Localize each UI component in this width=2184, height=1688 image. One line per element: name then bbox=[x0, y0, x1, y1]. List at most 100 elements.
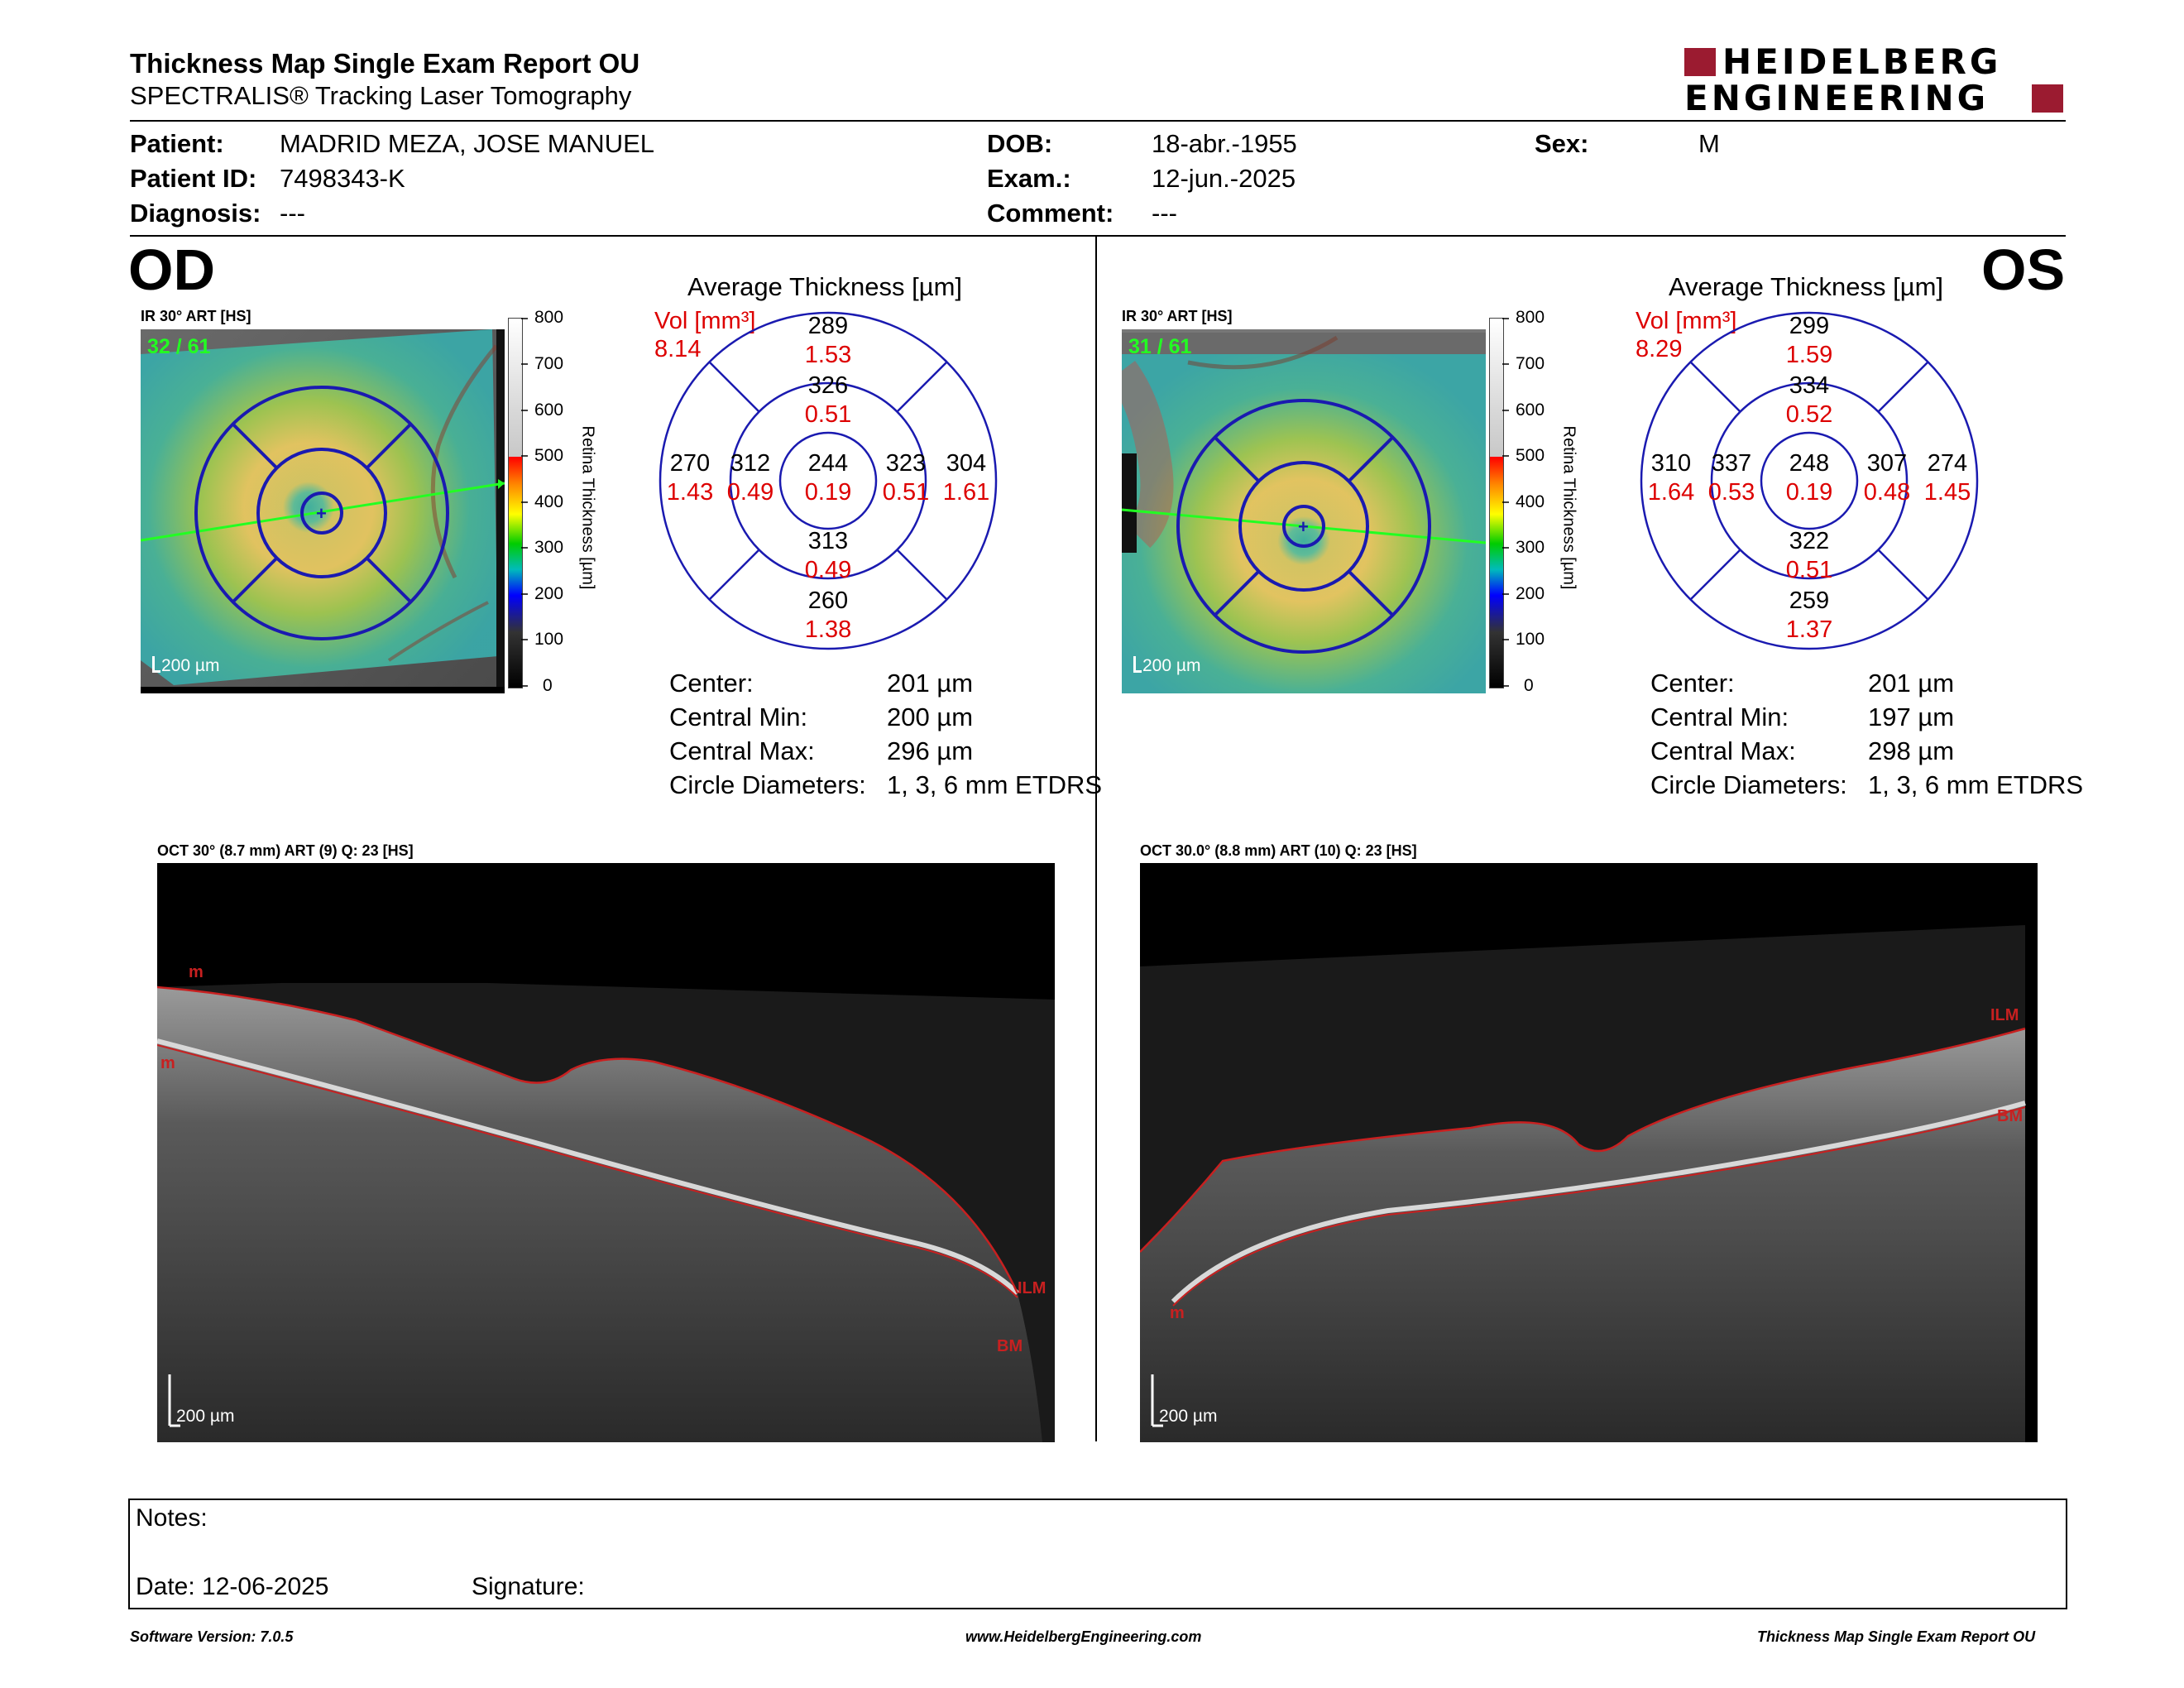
software-version: Software Version: 7.0.5 bbox=[130, 1628, 294, 1645]
od-color-scale bbox=[508, 318, 523, 688]
sex-value: M bbox=[1698, 129, 1720, 158]
os-inner-right-thickness: 307 bbox=[1866, 450, 1908, 477]
od-outer-sup-volume: 1.53 bbox=[804, 342, 852, 368]
od-tick-200: 200 bbox=[534, 584, 564, 603]
os-color-scale bbox=[1489, 318, 1504, 688]
od-avg-title: Average Thickness [µm] bbox=[687, 272, 963, 301]
od-inner-left-volume: 0.49 bbox=[726, 479, 774, 506]
od-inner-sup-volume: 0.51 bbox=[804, 401, 852, 428]
report-title: Thickness Map Single Exam Report OU bbox=[130, 48, 640, 79]
od-min-value: 200 µm bbox=[887, 703, 974, 731]
os-tick-0: 0 bbox=[1524, 676, 1534, 695]
exam-value: 12-jun.-2025 bbox=[1152, 164, 1296, 193]
signature-label: Signature: bbox=[472, 1573, 585, 1600]
report-subtitle: SPECTRALIS® Tracking Laser Tomography bbox=[130, 81, 632, 110]
os-ir-label: IR 30° ART [HS] bbox=[1122, 308, 1233, 324]
od-scale-bar bbox=[152, 656, 155, 673]
os-min-value: 197 µm bbox=[1868, 703, 1955, 731]
os-frame-count: 31 / 61 bbox=[1128, 335, 1192, 358]
od-center-label: Center: bbox=[669, 669, 754, 698]
od-etdrs-values: 289 1.53 326 0.51 244 0.19 313 0.49 260 … bbox=[659, 311, 998, 650]
od-inner-inf-volume: 0.49 bbox=[804, 557, 852, 583]
diagnosis-label: Diagnosis: bbox=[130, 199, 261, 228]
os-inner-inf-thickness: 322 bbox=[1789, 528, 1830, 554]
logo-line2: ENGINEERING bbox=[1684, 78, 1990, 118]
os-tick-300: 300 bbox=[1516, 538, 1545, 557]
od-outer-left-thickness: 270 bbox=[669, 450, 711, 477]
od-inner-sup-thickness: 326 bbox=[807, 372, 849, 399]
patient-name: MADRID MEZA, JOSE MANUEL bbox=[280, 129, 654, 158]
diagnosis-value: --- bbox=[280, 199, 305, 228]
os-eye-label: OS bbox=[1981, 237, 2066, 302]
od-center-value: 201 µm bbox=[887, 669, 974, 698]
od-inner-left-thickness: 312 bbox=[730, 450, 771, 477]
od-max-value: 296 µm bbox=[887, 736, 974, 765]
heidelberg-logo: HEIDELBERG ENGINEERING bbox=[1684, 41, 2065, 118]
od-outer-inf-volume: 1.38 bbox=[804, 616, 852, 643]
os-outer-right-thickness: 274 bbox=[1927, 450, 1968, 477]
od-vol-total: 8.14 bbox=[654, 336, 702, 362]
os-seg-right2: BM bbox=[1997, 1107, 2023, 1125]
od-outer-right-volume: 1.61 bbox=[942, 479, 990, 506]
od-oct-scan: m m ILM BM bbox=[156, 863, 1055, 1442]
od-etdrs-grid bbox=[659, 311, 998, 650]
os-vol-label: Vol [mm³] bbox=[1636, 308, 1737, 334]
exam-label: Exam.: bbox=[987, 164, 1071, 193]
os-inner-left-volume: 0.53 bbox=[1707, 479, 1755, 506]
eye-divider bbox=[1095, 237, 1097, 1441]
os-oct-scale-label: 200 µm bbox=[1159, 1407, 1218, 1426]
notes-box bbox=[128, 1499, 2067, 1609]
od-tick-500: 500 bbox=[534, 446, 564, 465]
od-seg-right1: ILM bbox=[1018, 1279, 1046, 1297]
os-scale-bar bbox=[1133, 656, 1136, 673]
patient-id-value: 7498343-K bbox=[280, 164, 405, 193]
od-center-volume: 0.19 bbox=[804, 479, 852, 506]
od-max-label: Central Max: bbox=[669, 736, 815, 765]
od-seg-top-left2: m bbox=[160, 1054, 175, 1072]
od-scale-axis-label: Retina Thickness [µm] bbox=[578, 425, 597, 590]
os-max-value: 298 µm bbox=[1868, 736, 1955, 765]
sex-label: Sex: bbox=[1535, 129, 1589, 158]
footer-report-name: Thickness Map Single Exam Report OU bbox=[1757, 1628, 2036, 1645]
dob-value: 18-abr.-1955 bbox=[1152, 129, 1297, 158]
os-scale-ticks bbox=[1502, 318, 1511, 687]
od-tick-300: 300 bbox=[534, 538, 564, 557]
od-tick-400: 400 bbox=[534, 492, 564, 511]
od-inner-inf-thickness: 313 bbox=[807, 528, 849, 554]
od-scale-ticks bbox=[521, 318, 529, 687]
os-tick-600: 600 bbox=[1516, 400, 1545, 420]
od-ir-label: IR 30° ART [HS] bbox=[141, 308, 251, 324]
header-rule bbox=[130, 120, 2066, 122]
comment-value: --- bbox=[1152, 199, 1177, 228]
os-outer-sup-volume: 1.59 bbox=[1785, 342, 1833, 368]
date-label: Date: 12-06-2025 bbox=[136, 1573, 329, 1600]
os-outer-left-thickness: 310 bbox=[1650, 450, 1692, 477]
os-inner-right-volume: 0.48 bbox=[1863, 479, 1911, 506]
os-outer-sup-thickness: 299 bbox=[1789, 313, 1830, 339]
patient-label: Patient: bbox=[130, 129, 224, 158]
os-etdrs-values: 299 1.59 334 0.52 248 0.19 322 0.51 259 … bbox=[1640, 311, 1979, 650]
comment-label: Comment: bbox=[987, 199, 1114, 228]
os-outer-right-volume: 1.45 bbox=[1923, 479, 1971, 506]
os-outer-left-volume: 1.64 bbox=[1647, 479, 1695, 506]
os-vol-total: 8.29 bbox=[1636, 336, 1683, 362]
os-max-label: Central Max: bbox=[1650, 736, 1796, 765]
od-outer-inf-thickness: 260 bbox=[807, 587, 849, 614]
od-tick-0: 0 bbox=[543, 676, 553, 695]
od-min-label: Central Min: bbox=[669, 703, 808, 731]
os-tick-100: 100 bbox=[1516, 630, 1545, 649]
os-outer-inf-thickness: 259 bbox=[1789, 587, 1830, 614]
patient-id-label: Patient ID: bbox=[130, 164, 257, 193]
os-center-label: Center: bbox=[1650, 669, 1735, 698]
os-min-label: Central Min: bbox=[1650, 703, 1789, 731]
od-outer-left-volume: 1.43 bbox=[666, 479, 714, 506]
os-tick-200: 200 bbox=[1516, 584, 1545, 603]
website-link[interactable]: www.HeidelbergEngineering.com bbox=[965, 1628, 1202, 1645]
os-seg-left: m bbox=[1170, 1304, 1185, 1322]
os-tick-700: 700 bbox=[1516, 354, 1545, 373]
od-vol-label: Vol [mm³] bbox=[654, 308, 756, 334]
od-inner-right-volume: 0.51 bbox=[882, 479, 930, 506]
os-oct-scan: ILM BM m bbox=[1139, 863, 2038, 1442]
os-fundus-image: + bbox=[1108, 329, 1487, 693]
od-tick-600: 600 bbox=[534, 400, 564, 420]
